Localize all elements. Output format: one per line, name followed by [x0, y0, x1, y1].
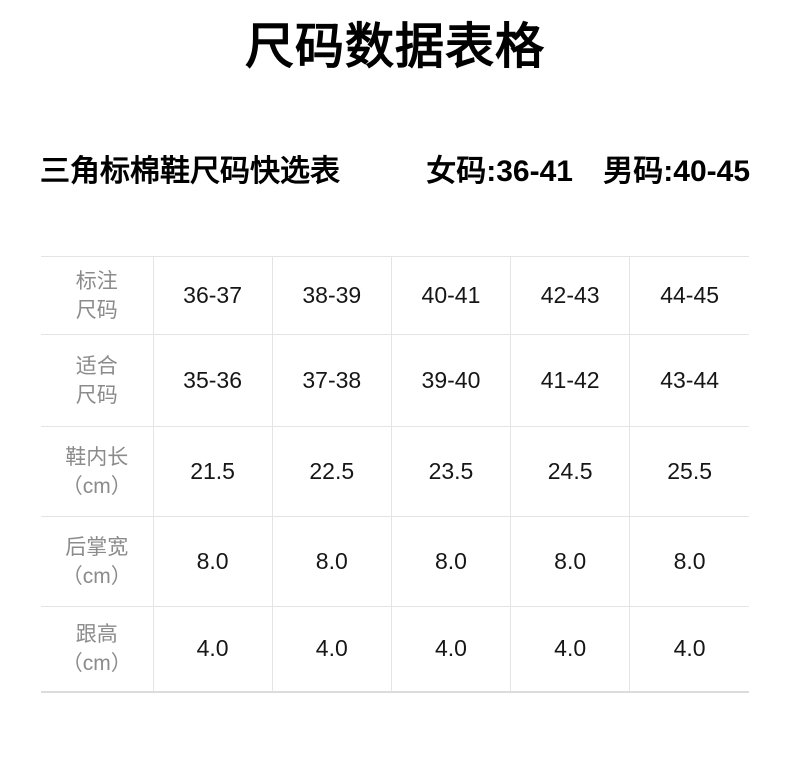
- row-header-line: （cm）: [61, 651, 132, 675]
- table-cell: 8.0: [271, 516, 392, 607]
- table-row-heel-width: 后掌宽 （cm） 8.0 8.0 8.0 8.0 8.0: [41, 516, 749, 607]
- row-header-insole-length: 鞋内长 （cm）: [41, 426, 153, 517]
- table-cell: 44-45: [629, 256, 749, 335]
- row-header-line: 标注: [75, 269, 118, 293]
- size-chart-page: 尺码数据表格 三角标棉鞋尺码快选表 女码:36-41 男码:40-45 标注 尺…: [40, 20, 750, 693]
- row-header-heel-width: 后掌宽 （cm）: [41, 516, 153, 607]
- men-size-range: 男码:40-45: [603, 155, 750, 188]
- row-header-heel-height: 跟高 （cm）: [41, 606, 153, 692]
- row-header-marked-size: 标注 尺码: [41, 256, 153, 335]
- subtitle-row: 三角标棉鞋尺码快选表 女码:36-41 男码:40-45: [40, 146, 750, 190]
- size-ranges: 女码:36-41 男码:40-45: [426, 146, 750, 190]
- table-cell: 43-44: [629, 334, 749, 427]
- table-cell: 39-40: [390, 334, 511, 427]
- table-cell: 23.5: [390, 426, 511, 517]
- women-size-range: 女码:36-41: [426, 155, 573, 188]
- row-header-line: 鞋内长: [65, 445, 129, 469]
- table-cell: 8.0: [510, 516, 630, 607]
- table-cell: 4.0: [510, 606, 630, 692]
- row-header-line: 适合: [75, 354, 118, 378]
- size-table: 标注 尺码 36-37 38-39 40-41 42-43 44-45 适合 尺…: [41, 256, 749, 693]
- row-header-line: 尺码: [75, 298, 118, 322]
- row-header-line: （cm）: [61, 474, 132, 498]
- table-row-insole-length: 鞋内长 （cm） 21.5 22.5 23.5 24.5 25.5: [41, 426, 749, 517]
- page-title: 尺码数据表格: [244, 20, 545, 74]
- row-header-line: 跟高: [75, 622, 118, 646]
- table-subtitle: 三角标棉鞋尺码快选表: [40, 155, 340, 188]
- table-cell: 4.0: [390, 606, 511, 692]
- row-header-fit-size: 适合 尺码: [41, 334, 153, 427]
- table-cell: 38-39: [271, 256, 392, 335]
- table-cell: 21.5: [152, 426, 273, 517]
- table-cell: 41-42: [510, 334, 630, 427]
- table-cell: 4.0: [271, 606, 392, 692]
- row-header-line: （cm）: [61, 564, 132, 588]
- table-row-marked-size: 标注 尺码 36-37 38-39 40-41 42-43 44-45: [41, 256, 749, 335]
- table-cell: 25.5: [629, 426, 749, 517]
- table-cell: 8.0: [629, 516, 749, 607]
- table-cell: 37-38: [271, 334, 392, 427]
- table-cell: 22.5: [271, 426, 392, 517]
- table-cell: 35-36: [152, 334, 273, 427]
- row-header-line: 后掌宽: [65, 535, 129, 559]
- table-cell: 40-41: [390, 256, 511, 335]
- table-cell: 4.0: [629, 606, 749, 692]
- table-row-heel-height: 跟高 （cm） 4.0 4.0 4.0 4.0 4.0: [41, 606, 749, 692]
- table-cell: 4.0: [152, 606, 273, 692]
- row-header-line: 尺码: [75, 383, 118, 407]
- table-cell: 8.0: [152, 516, 273, 607]
- table-cell: 24.5: [510, 426, 630, 517]
- table-cell: 36-37: [152, 256, 273, 335]
- table-row-fit-size: 适合 尺码 35-36 37-38 39-40 41-42 43-44: [41, 334, 749, 427]
- table-cell: 42-43: [510, 256, 630, 335]
- table-cell: 8.0: [390, 516, 511, 607]
